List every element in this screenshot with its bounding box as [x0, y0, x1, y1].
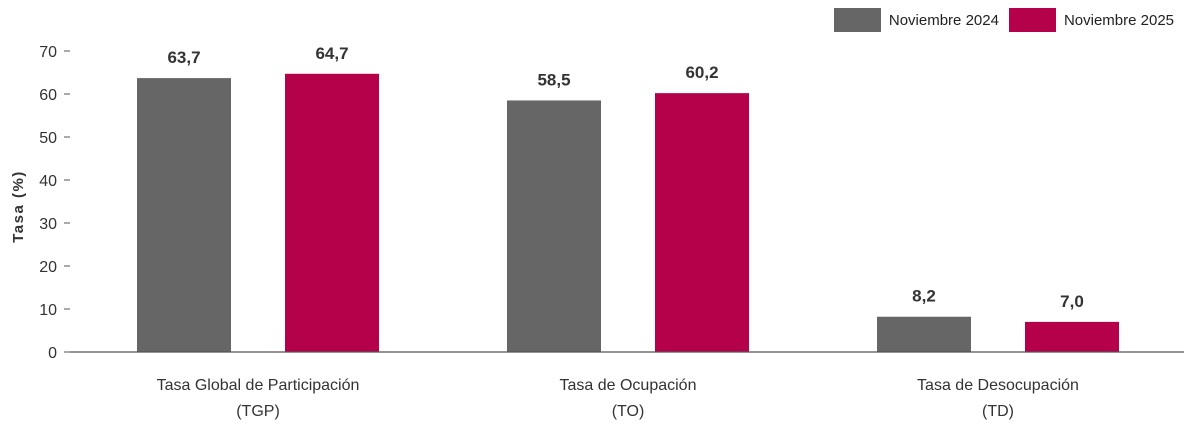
y-tick-label: 60	[39, 87, 57, 104]
bar-2-3	[1025, 321, 1119, 352]
bar-2-2	[655, 93, 749, 352]
legend-item-series-1[interactable]: Noviembre 2024	[833, 8, 999, 32]
bar-2-1	[285, 73, 379, 352]
data-label-1-1: 63,7	[167, 48, 200, 67]
legend-item-series-2[interactable]: Noviembre 2025	[1008, 8, 1174, 32]
data-label-2-2: 60,2	[685, 63, 718, 82]
chart-legend: Noviembre 2024 Noviembre 2025	[824, 8, 1174, 32]
x-tick-label: (TO)	[612, 403, 645, 420]
y-tick-label: 10	[39, 302, 57, 319]
data-label-2-1: 64,7	[315, 44, 348, 63]
legend-swatch-series-1	[833, 8, 881, 32]
bar-1-3	[877, 316, 971, 352]
x-tick-label: (TGP)	[236, 403, 280, 420]
legend-label-series-1: Noviembre 2024	[888, 11, 999, 29]
bar-1-1	[137, 78, 231, 352]
y-tick-label: 50	[39, 130, 57, 147]
legend-swatch-series-2	[1008, 8, 1056, 32]
x-tick-label: (TD)	[982, 403, 1014, 420]
y-tick-label: 20	[39, 259, 57, 276]
y-tick-label: 70	[39, 44, 57, 61]
x-tick-label: Tasa Global de Participación	[157, 377, 360, 394]
x-tick-label: Tasa de Desocupación	[917, 377, 1079, 394]
y-tick-label: 40	[39, 173, 57, 190]
data-label-1-2: 58,5	[537, 70, 570, 89]
bar-1-2	[507, 100, 601, 352]
y-tick-label: 30	[39, 216, 57, 233]
legend-label-series-2: Noviembre 2025	[1063, 11, 1174, 29]
y-axis-label: Tasa (%)	[10, 170, 27, 243]
y-tick-label: 0	[48, 345, 57, 362]
data-label-2-3: 7,0	[1060, 292, 1084, 311]
data-label-1-3: 8,2	[912, 287, 936, 306]
x-tick-label: Tasa de Ocupación	[560, 377, 697, 394]
